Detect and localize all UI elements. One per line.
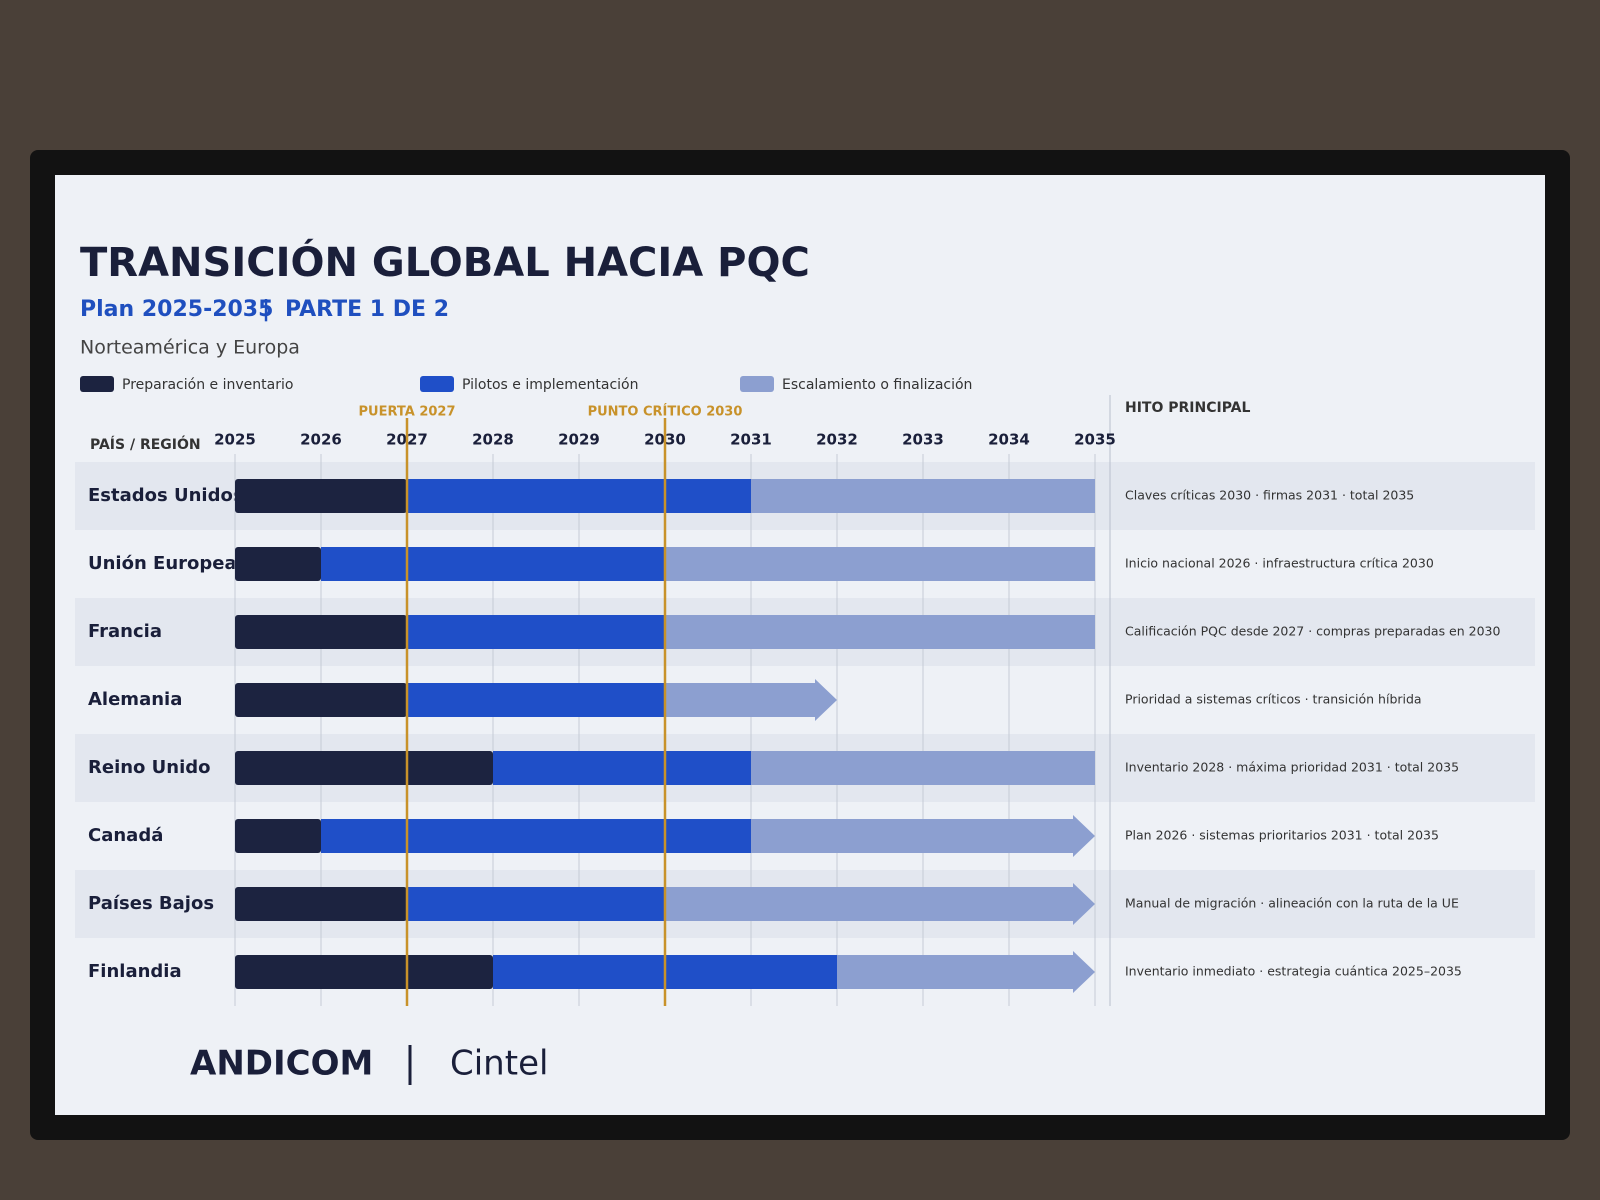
x-tick-label: 2029	[558, 431, 600, 449]
x-tick-label: 2031	[730, 431, 772, 449]
region-label: Norteamérica y Europa	[80, 337, 300, 359]
row-label: Francia	[88, 621, 162, 642]
bar	[235, 887, 407, 921]
x-tick-label: 2025	[214, 431, 256, 449]
annotation-label: PUERTA 2027	[358, 405, 455, 420]
chart-title: TRANSICIÓN GLOBAL HACIA PQC	[80, 238, 810, 286]
bar-arrow	[665, 883, 1095, 925]
bar	[235, 751, 493, 785]
legend-label: Escalamiento o finalización	[782, 377, 972, 393]
category-header: PAÍS / REGIÓN	[90, 435, 201, 453]
bar	[321, 819, 751, 853]
legend-swatch	[80, 376, 114, 392]
logo: ANDICOM	[190, 1044, 373, 1084]
logo: Cintel	[450, 1044, 548, 1084]
bar-arrow	[665, 679, 837, 721]
legend-label: Preparación e inventario	[122, 377, 293, 393]
bar	[235, 615, 407, 649]
row-label: Unión Europea	[88, 553, 237, 574]
milestone: Inventario inmediato · estrategia cuánti…	[1125, 964, 1462, 979]
bar	[407, 615, 665, 649]
x-tick-label: 2026	[300, 431, 342, 449]
bar	[235, 955, 493, 989]
milestone: Claves críticas 2030 · firmas 2031 · tot…	[1125, 488, 1414, 503]
x-tick-label: 2034	[988, 431, 1030, 449]
legend-swatch	[420, 376, 454, 392]
separator: |	[262, 297, 270, 322]
milestone: Calificación PQC desde 2027 · compras pr…	[1125, 624, 1500, 639]
row-label: Canadá	[88, 825, 163, 846]
annotation-label: PUNTO CRÍTICO 2030	[588, 404, 743, 420]
bar	[407, 887, 665, 921]
bar	[751, 751, 1095, 785]
bar	[665, 547, 1095, 581]
part-label: PARTE 1 DE 2	[285, 297, 449, 322]
row-label: Países Bajos	[88, 893, 214, 914]
milestone: Manual de migración · alineación con la …	[1125, 896, 1459, 911]
chart-subtitle: Plan 2025-2035	[80, 297, 273, 322]
bar	[321, 547, 665, 581]
bar	[235, 819, 321, 853]
gantt-chart: Estados Unidos Claves críticas 2030 · fir…	[75, 376, 1535, 1006]
x-tick-label: 2035	[1074, 431, 1116, 449]
bar	[665, 615, 1095, 649]
bar-arrow	[751, 815, 1095, 857]
bar	[235, 547, 321, 581]
milestone: Inventario 2028 · máxima prioridad 2031 …	[1125, 760, 1459, 775]
bar	[407, 683, 665, 717]
bar	[235, 683, 407, 717]
milestone-header: HITO PRINCIPAL	[1125, 400, 1251, 416]
bar	[493, 751, 751, 785]
milestone: Inicio nacional 2026 · infraestructura c…	[1125, 556, 1434, 571]
bar	[407, 479, 751, 513]
row-label: Finlandia	[88, 961, 182, 982]
milestone: Plan 2026 · sistemas prioritarios 2031 ·…	[1125, 828, 1439, 843]
bar	[235, 479, 407, 513]
row-label: Estados Unidos	[88, 485, 244, 506]
row-label: Reino Unido	[88, 757, 211, 778]
x-tick-label: 2028	[472, 431, 514, 449]
legend-label: Pilotos e implementación	[462, 377, 638, 393]
bar-arrow	[837, 951, 1095, 993]
x-tick-label: 2033	[902, 431, 944, 449]
milestone: Prioridad a sistemas críticos · transici…	[1125, 692, 1422, 707]
legend-swatch	[740, 376, 774, 392]
x-tick-label: 2032	[816, 431, 858, 449]
bar	[751, 479, 1095, 513]
row-label: Alemania	[88, 689, 182, 710]
